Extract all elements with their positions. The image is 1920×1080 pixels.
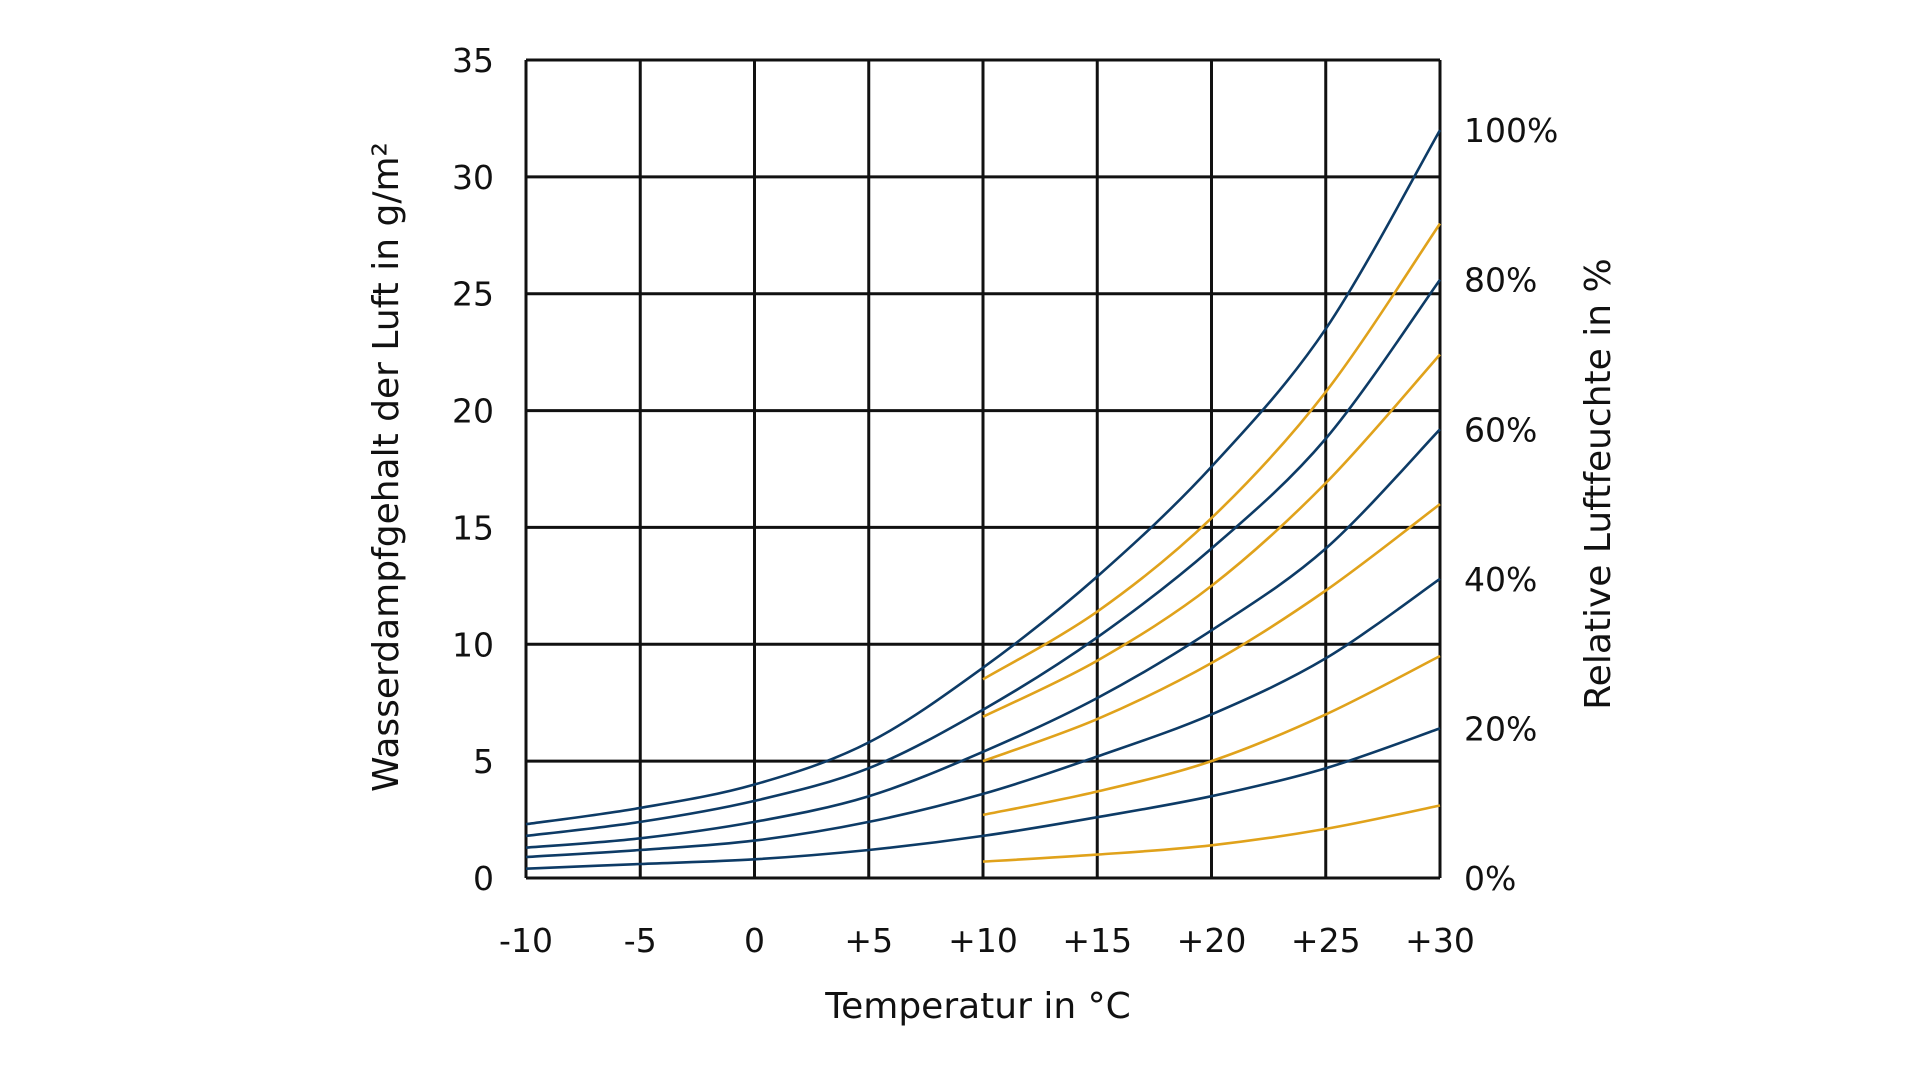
y-axis-title: Wasserdampfgehalt der Luft in g/m² [366, 142, 407, 792]
x-tick-label: -5 [624, 921, 657, 960]
y-tick-label: 25 [452, 275, 494, 314]
y-tick-label: 5 [473, 742, 494, 781]
right-tick-label: 80% [1464, 261, 1537, 300]
right-tick-label: 40% [1464, 560, 1537, 599]
x-tick-label: +25 [1291, 921, 1361, 960]
series-line-orange-9 [982, 804, 1441, 863]
grid [524, 58, 1442, 880]
right-axis-title: Relative Luftfeuchte in % [1578, 258, 1619, 709]
x-axis-title: Temperatur in °C [824, 986, 1131, 1027]
y-tick-label: 0 [473, 859, 494, 898]
series-line-blue-2 [525, 428, 1441, 849]
series-lines [525, 129, 1442, 870]
x-tick-label: -10 [499, 921, 553, 960]
right-tick-label: 20% [1464, 709, 1537, 748]
x-tick-label: 0 [744, 921, 765, 960]
y-tick-label: 35 [452, 41, 494, 80]
y-tick-label: 30 [452, 158, 494, 197]
series-line-blue-1 [525, 278, 1442, 838]
series-line-orange-6 [982, 353, 1441, 718]
x-tick-label: +5 [844, 921, 893, 960]
right-tick-label: 100% [1464, 111, 1558, 150]
series-line-blue-3 [525, 577, 1441, 859]
series-line-orange-5 [982, 222, 1442, 681]
series-line-blue-4 [525, 727, 1441, 870]
y-tick-label: 15 [452, 508, 494, 547]
x-tick-label: +20 [1177, 921, 1247, 960]
y-tick-label: 10 [452, 625, 494, 664]
series-line-blue-0 [525, 129, 1442, 826]
series-line-orange-8 [982, 654, 1441, 817]
series-line-orange-7 [982, 503, 1441, 763]
tick-labels: -10 -5 0 +5 +10 +15 +20 +25 +30 0 5 10 15 20 25 30 35 0% 2… [452, 41, 1558, 960]
y-tick-label: 20 [452, 392, 494, 431]
x-tick-label: +30 [1405, 921, 1475, 960]
x-tick-label: +10 [948, 921, 1018, 960]
right-tick-label: 0% [1464, 859, 1516, 898]
x-tick-label: +15 [1062, 921, 1132, 960]
right-tick-label: 60% [1464, 410, 1537, 449]
